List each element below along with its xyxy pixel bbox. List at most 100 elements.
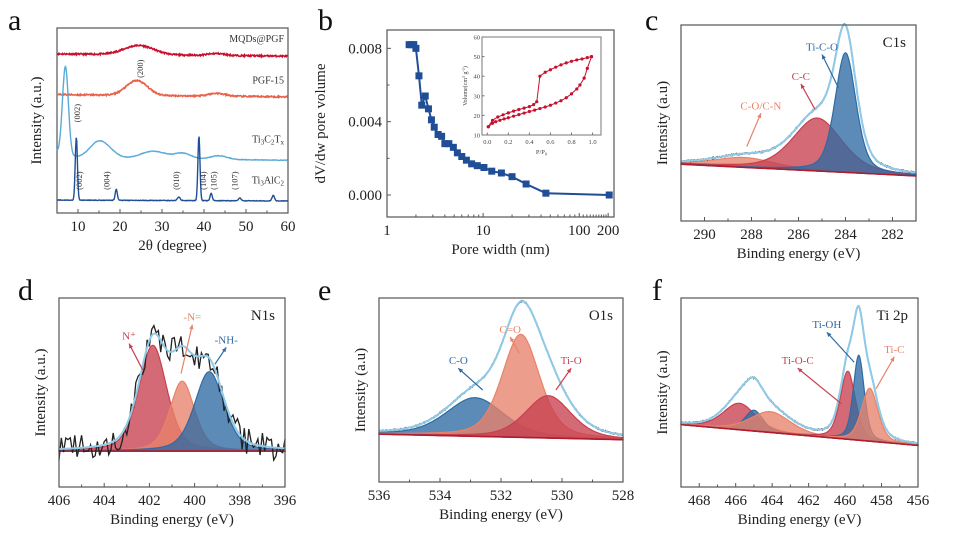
y-axis-title: dV/dw pore volume xyxy=(313,63,329,183)
panel-label: e xyxy=(318,274,331,307)
label-arrow xyxy=(875,356,895,390)
spectrum-title: C1s xyxy=(883,35,907,51)
arrow-head-icon xyxy=(797,368,803,373)
background-line xyxy=(378,433,624,441)
peak-label-n-: N⁺ xyxy=(122,331,136,343)
x-tick-label: 406 xyxy=(48,493,71,509)
data-point xyxy=(542,189,550,197)
data-point xyxy=(412,44,420,52)
x-tick-label: 40 xyxy=(197,219,212,235)
x-tick-label: 10 xyxy=(476,223,491,239)
label-part: 2 xyxy=(281,179,285,187)
data-point xyxy=(480,164,488,171)
series-label: Ti3AlC2 xyxy=(252,175,285,187)
inset-data-point xyxy=(498,118,502,122)
inset-data-point xyxy=(543,105,547,109)
arrow-head-icon xyxy=(458,368,464,373)
inset-data-point xyxy=(535,100,539,104)
x-tick-label: 60 xyxy=(281,219,296,235)
label-arrow xyxy=(180,324,193,374)
inset-x-tick-label: 0.0 xyxy=(483,139,491,146)
x-axis-title: Binding energy (eV) xyxy=(738,512,862,528)
unit: g xyxy=(463,71,469,76)
arrow-head-icon xyxy=(510,336,515,342)
inset-data-point xyxy=(490,118,495,122)
peak-annotation: (010) xyxy=(171,171,181,190)
x-tick-label: 400 xyxy=(183,493,206,509)
inset-data-point xyxy=(548,103,553,107)
x-axis-title: Binding energy (eV) xyxy=(439,507,563,523)
x-tick-label: 398 xyxy=(229,493,252,509)
y-axis-title: Intensity (a.u) xyxy=(655,81,671,165)
data-point xyxy=(418,101,426,109)
peak-label-c-o-c-n: C-O/C-N xyxy=(740,100,781,112)
inset-data-point xyxy=(517,113,521,117)
inset-data-point xyxy=(517,107,521,112)
superscript: 3 xyxy=(461,76,466,78)
data-point xyxy=(430,123,438,131)
panel-label: b xyxy=(318,4,333,37)
inset-data-point xyxy=(559,63,563,67)
inset-x-tick-label: 0.4 xyxy=(525,139,534,146)
peak-annotation: (002) xyxy=(74,171,84,190)
x-tick-label: 466 xyxy=(724,493,747,509)
inset-data-point xyxy=(486,125,490,129)
inset-x-tick-label: 1.0 xyxy=(589,139,597,146)
series-line-pgf-15 xyxy=(56,78,289,99)
background-line xyxy=(680,163,917,177)
arrow-head-icon xyxy=(800,83,805,89)
series-label: Ti3C2Tx xyxy=(252,135,284,147)
inset-data-point xyxy=(538,74,542,78)
inset-data-point xyxy=(522,106,526,110)
peak-label-ti-o: Ti-O xyxy=(561,355,582,367)
label-part: Ti xyxy=(252,135,261,146)
y-tick-label: 0.004 xyxy=(348,115,382,131)
inset-data-point xyxy=(559,99,563,103)
label-part: 3 xyxy=(261,139,265,147)
inset-x-tick-label: 0.8 xyxy=(567,139,575,146)
spectrum-title: Ti 2p xyxy=(876,308,908,324)
x-tick-label: 286 xyxy=(787,227,810,243)
fitted-envelope-line xyxy=(681,23,917,174)
subscript: 0 xyxy=(545,152,548,157)
x-tick-label: 460 xyxy=(834,493,857,509)
inset-y-tick-label: 30 xyxy=(474,93,481,100)
peak-label-c-c: C-C xyxy=(792,71,810,83)
data-point xyxy=(453,149,461,157)
inset-data-point xyxy=(575,87,579,91)
inset-data-point xyxy=(527,104,531,109)
inset-y-tick-label: 40 xyxy=(474,74,481,81)
panel-label: f xyxy=(652,274,662,307)
x-tick-label: 464 xyxy=(761,493,784,509)
inset-data-point xyxy=(585,66,589,70)
inset-data-point xyxy=(511,114,516,118)
superscript: -1 xyxy=(461,68,466,71)
arrow-head-icon xyxy=(890,356,895,362)
label-arrow xyxy=(746,113,762,147)
series-line-mqds-pgf xyxy=(56,43,288,59)
arrow-head-icon xyxy=(221,347,227,353)
y-axis-title: Intensity (a.u) xyxy=(353,348,369,432)
label-arrow xyxy=(821,54,839,88)
inset-x-tick-label: 0.2 xyxy=(504,139,512,146)
fitted-envelope-line xyxy=(59,332,285,450)
x-tick-label: 1 xyxy=(383,223,391,239)
label-arrow xyxy=(128,343,144,371)
inset-data-point xyxy=(589,55,594,59)
peak-label--nh-: -NH- xyxy=(215,334,239,346)
inset-data-point xyxy=(548,68,553,72)
x-axis-title: Pore width (nm) xyxy=(451,242,549,258)
inset-data-point xyxy=(506,111,510,115)
peak-annotation: (002) xyxy=(72,104,82,123)
data-point xyxy=(421,92,429,100)
inset-data-point xyxy=(494,120,498,124)
x-tick-label: 534 xyxy=(429,488,452,504)
peak-label-ti-o-c: Ti-O-C xyxy=(782,355,814,367)
plot-frame xyxy=(680,297,919,488)
inset-data-point xyxy=(522,111,526,115)
peak-label-c-o: C=O xyxy=(499,324,521,336)
label-arrow xyxy=(797,367,842,405)
peak-label-ti-oh: Ti-OH xyxy=(812,319,841,331)
unit: ) xyxy=(462,66,469,68)
